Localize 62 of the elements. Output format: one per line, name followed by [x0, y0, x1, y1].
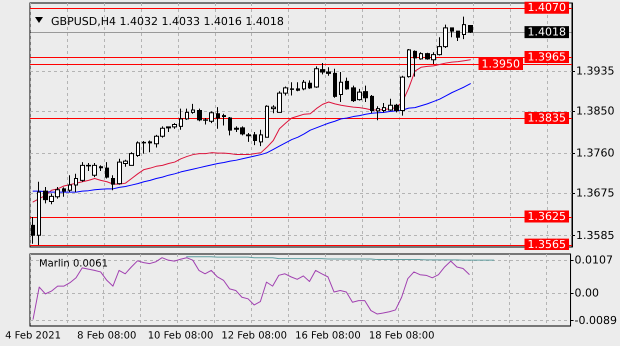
candlestick: [216, 106, 220, 130]
candlestick: [419, 52, 423, 60]
candlestick: [62, 186, 66, 198]
candlestick: [246, 132, 251, 142]
ref-line-label: 1.3835: [528, 111, 566, 124]
ref-line-label: 1.3625: [528, 210, 566, 223]
candlestick: [376, 106, 380, 121]
candlestick: [185, 108, 189, 120]
candlestick: [302, 79, 306, 91]
y-tick-label: 0.00: [574, 286, 600, 300]
x-tick-label: 10 Feb 08:00: [148, 330, 214, 342]
candlestick: [253, 132, 257, 146]
y-tick-label: 1.3585: [576, 228, 614, 242]
y-tick-label: -0.0089: [574, 314, 618, 328]
candlestick: [290, 82, 294, 96]
candlestick: [105, 162, 109, 179]
y-tick-label: 1.3850: [576, 104, 614, 118]
candlestick: [74, 173, 78, 193]
ref-line-label: 1.4070: [528, 1, 566, 14]
ref-line-label: 1.3950: [482, 58, 520, 70]
candlestick: [468, 24, 473, 34]
candlestick: [142, 140, 146, 154]
candlestick: [222, 113, 226, 126]
x-tick-label: 4 Feb 2021: [5, 330, 62, 342]
ref-line-label: 1.3565: [528, 238, 566, 252]
candlestick: [413, 50, 417, 78]
y-tick-label: 0.0107: [574, 254, 614, 267]
candlestick: [345, 77, 349, 90]
candlestick: [259, 129, 263, 147]
candlestick: [265, 104, 269, 138]
candlestick: [228, 116, 232, 136]
y-tick-label: 1.3935: [576, 64, 614, 78]
candlestick: [333, 68, 337, 98]
candlestick: [191, 103, 195, 114]
y-tick-label: 1.3760: [576, 146, 614, 160]
x-tick-label: 16 Feb 08:00: [295, 330, 361, 342]
x-tick-label: 18 Feb 08:00: [368, 330, 434, 342]
line-series: [32, 257, 470, 320]
candlestick: [99, 164, 103, 172]
line-series: [32, 59, 471, 202]
candlestick: [339, 71, 343, 103]
candlestick: [68, 174, 72, 193]
candlestick: [308, 80, 312, 90]
ref-line-label: 1.3965: [528, 50, 566, 64]
y-tick-label: 1.3675: [576, 186, 614, 200]
candlestick: [382, 102, 386, 113]
candlestick: [450, 26, 454, 38]
candlestick: [407, 48, 411, 78]
candlestick: [296, 82, 300, 92]
candlestick: [462, 16, 466, 40]
x-tick-label: 8 Feb 08:00: [77, 330, 136, 342]
chart-title: Marlin 0.0061: [39, 258, 108, 270]
text: GBPUSD,H4 1.4032 1.4033 1.4016 1.4018: [51, 15, 284, 28]
candlestick: [136, 140, 140, 158]
ref-line-label: 1.4018: [528, 26, 566, 39]
line-series: [32, 83, 471, 193]
x-tick-label: 12 Feb 08:00: [221, 330, 288, 342]
candlestick: [179, 108, 183, 130]
candlestick: [370, 94, 374, 114]
candlestick: [148, 140, 152, 153]
candlestick: [111, 174, 115, 191]
candlestick: [456, 30, 460, 42]
